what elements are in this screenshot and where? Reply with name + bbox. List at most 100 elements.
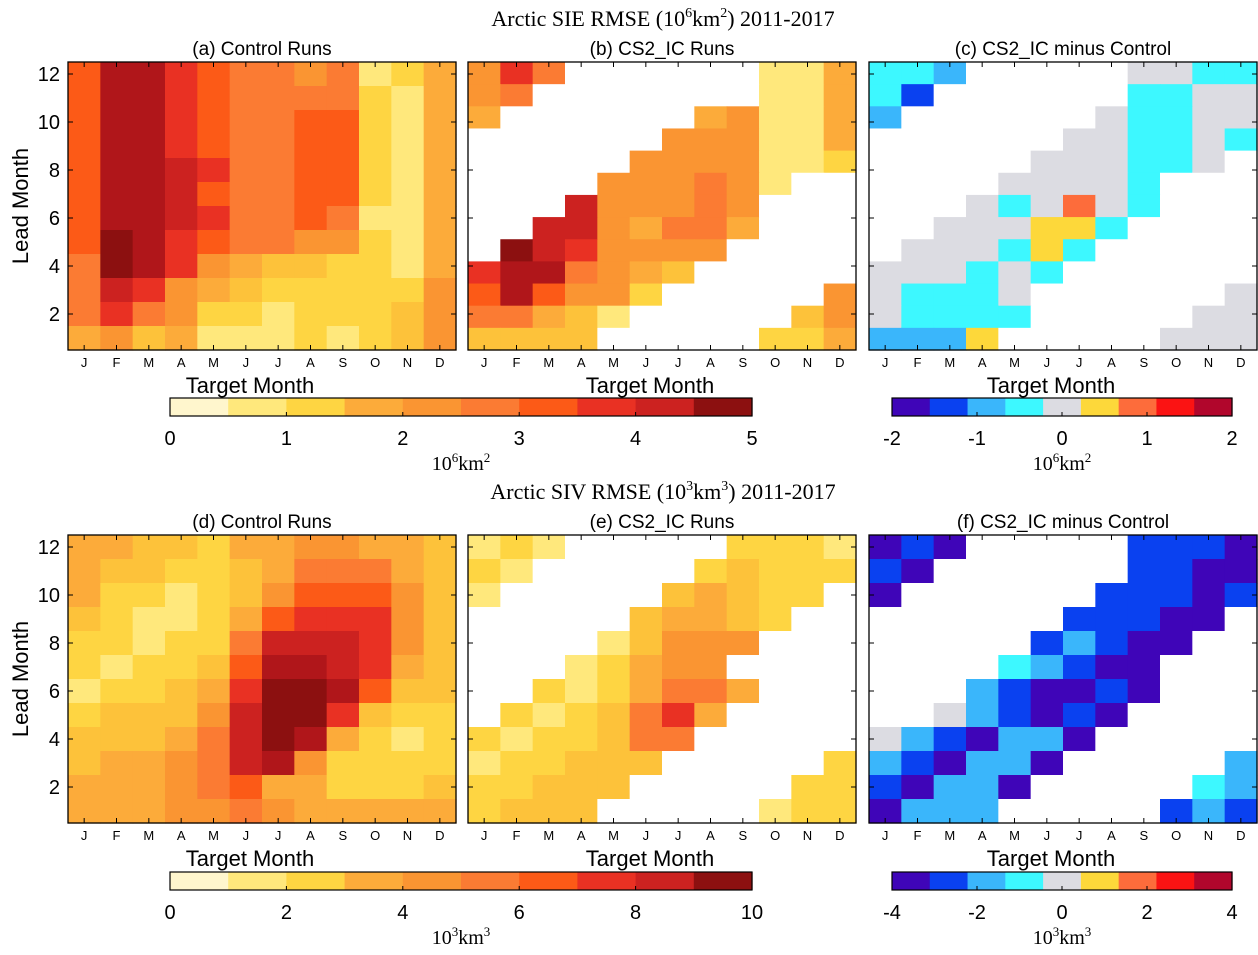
heatmap-cell — [1030, 751, 1064, 776]
heatmap-cell — [998, 217, 1032, 240]
y-tick-label: 12 — [38, 537, 60, 559]
heatmap-cell — [359, 110, 392, 135]
heatmap-cell — [662, 128, 695, 152]
heatmap-cell — [197, 751, 231, 776]
heatmap-cell — [966, 261, 999, 285]
heatmap-cell — [565, 305, 598, 329]
heatmap-cell — [165, 631, 198, 656]
heatmap-cell — [423, 751, 457, 776]
heatmap-cell — [1063, 128, 1096, 152]
heatmap-cell — [197, 158, 231, 183]
heatmap-cell — [933, 62, 967, 85]
heatmap-cell — [662, 84, 695, 107]
heatmap-cell — [662, 239, 695, 262]
colorbar-tick-label: 1 — [1141, 428, 1152, 450]
x-tick-label: J — [1044, 828, 1051, 843]
heatmap-cell — [100, 703, 134, 728]
heatmap-cell — [1030, 62, 1064, 85]
y-tick-label: 10 — [38, 112, 60, 134]
colorbar-swatch — [1156, 398, 1195, 416]
heatmap-cell — [1063, 631, 1096, 656]
heatmap-cell — [294, 655, 328, 680]
heatmap-cell — [1127, 703, 1161, 728]
heatmap-cell — [629, 631, 663, 656]
x-tick-label: A — [177, 828, 186, 843]
heatmap-cell — [1224, 305, 1258, 329]
heatmap-cell — [391, 254, 425, 279]
heatmap-cell — [998, 239, 1032, 262]
heatmap-cell — [326, 631, 360, 656]
heatmap-cell — [901, 305, 935, 329]
heatmap-cell — [468, 194, 501, 218]
heatmap-cell — [1224, 261, 1258, 285]
heatmap-cell — [597, 751, 631, 776]
colorbar-swatch — [635, 398, 695, 416]
heatmap-cell — [1095, 751, 1129, 776]
heatmap-cell — [132, 775, 166, 800]
heatmap-cell — [500, 583, 534, 608]
panel-frame — [67, 534, 457, 824]
colorbar-swatch — [929, 398, 969, 416]
heatmap-cell — [532, 150, 566, 174]
heatmap-cell — [100, 631, 134, 656]
colorbar-swatch — [170, 872, 229, 890]
heatmap-cell — [100, 230, 134, 255]
heatmap-cell — [823, 84, 857, 107]
x-tick-label: F — [513, 828, 521, 843]
heatmap-cell — [1095, 261, 1129, 285]
heatmap-cell — [791, 775, 825, 800]
colorbar-tick-label: 5 — [746, 428, 757, 450]
colorbar-tick-label: 4 — [1226, 902, 1237, 924]
heatmap-cell — [1192, 84, 1226, 107]
heatmap-cell — [68, 583, 101, 608]
heatmap-cell — [726, 239, 760, 262]
heatmap-cell — [294, 751, 328, 776]
heatmap-cell — [791, 62, 825, 85]
heatmap-cell — [1160, 583, 1193, 608]
heatmap-cell — [391, 302, 425, 327]
heatmap-cell — [229, 230, 263, 255]
heatmap-cell — [229, 278, 263, 303]
x-tick-label: F — [113, 355, 121, 370]
heatmap-cell — [1160, 703, 1193, 728]
heatmap-cell — [468, 775, 501, 800]
heatmap-cell — [294, 158, 328, 183]
x-tick-label: O — [1171, 828, 1181, 843]
y-axis-label: Lead Month — [8, 621, 33, 737]
heatmap-cell — [197, 86, 231, 111]
heatmap-cell — [759, 559, 792, 584]
heatmap-cell — [565, 703, 598, 728]
heatmap-cell — [565, 655, 598, 680]
heatmap-cell — [132, 182, 166, 207]
heatmap-cell — [1127, 62, 1161, 85]
heatmap-cell — [229, 254, 263, 279]
x-tick-label: A — [306, 828, 315, 843]
heatmap-cell — [869, 128, 902, 152]
heatmap-cell — [662, 559, 695, 584]
heatmap-cell — [391, 631, 425, 656]
heatmap-cell — [565, 194, 598, 218]
heatmap-cell — [294, 775, 328, 800]
heatmap-cell — [823, 305, 857, 329]
heatmap-cell — [726, 727, 760, 752]
heatmap-cell — [294, 583, 328, 608]
heatmap-cell — [468, 128, 501, 152]
heatmap-cell — [759, 261, 792, 285]
heatmap-cell — [100, 110, 134, 135]
heatmap-cell — [326, 679, 360, 704]
heatmap-cell — [966, 775, 999, 800]
colorbar-tick-label: 4 — [397, 902, 408, 924]
heatmap-cell — [229, 134, 263, 159]
section-title: Arctic SIV RMSE (103km3) 2011-2017 — [490, 479, 835, 504]
heatmap-cell — [901, 261, 935, 285]
heatmap-cell — [694, 106, 728, 130]
heatmap-cell — [694, 679, 728, 704]
heatmap-cell — [500, 327, 534, 351]
heatmap-cell — [391, 110, 425, 135]
heatmap-cell — [966, 305, 999, 329]
heatmap-cell — [132, 134, 166, 159]
heatmap-cell — [1127, 194, 1161, 218]
colorbar-swatch — [967, 398, 1006, 416]
colorbar-frame — [169, 397, 753, 417]
heatmap-cell — [662, 751, 695, 776]
